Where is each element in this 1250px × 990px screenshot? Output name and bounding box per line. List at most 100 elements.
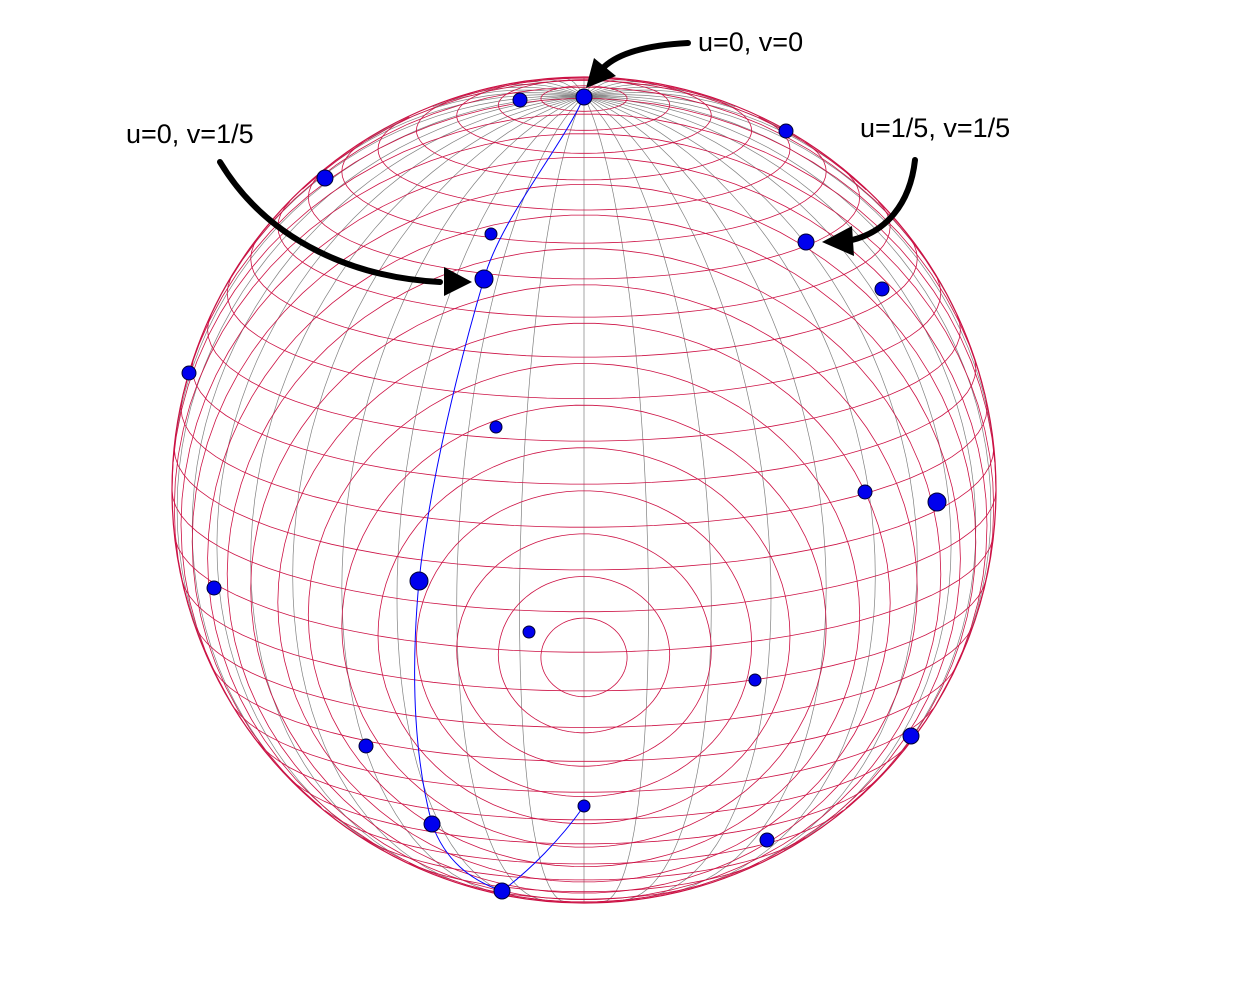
meridian-line	[216, 96, 585, 851]
meridian-line	[583, 96, 827, 894]
latitude-line	[289, 778, 879, 845]
latitude-line	[804, 142, 827, 172]
meridian-line	[519, 96, 585, 902]
latitude-line	[497, 79, 671, 131]
arrow-right	[849, 157, 918, 243]
latitude-line	[377, 116, 791, 211]
latitude-line	[341, 404, 827, 848]
meridian-line	[583, 81, 642, 97]
meridian-line	[191, 96, 585, 796]
sample-point	[206, 580, 222, 596]
latitude-line	[497, 576, 671, 734]
sample-point	[474, 269, 494, 289]
latitude-line	[250, 284, 918, 894]
meridian-line	[583, 94, 862, 186]
arrow-top	[601, 40, 691, 70]
meridian-line	[583, 96, 772, 899]
meridian-line	[250, 96, 585, 874]
latitude-line	[277, 322, 891, 883]
latitude-line	[695, 93, 752, 131]
sample-points	[181, 88, 947, 900]
latitude-line	[415, 93, 752, 181]
sample-point	[181, 365, 197, 381]
latitude-line	[191, 184, 977, 808]
sample-point	[316, 169, 334, 187]
latitude-line	[467, 77, 701, 96]
meridian-line	[583, 96, 977, 796]
latitude-line	[377, 447, 791, 825]
arrow-left-head	[444, 267, 472, 296]
arrow-left	[217, 159, 443, 285]
latitude-line	[540, 617, 628, 698]
latitude-line	[180, 399, 988, 528]
latitude-line	[207, 214, 961, 903]
sample-point	[493, 882, 511, 900]
sample-point	[797, 233, 815, 251]
latitude-line	[257, 741, 911, 821]
sample-point	[358, 738, 374, 754]
sample-point	[423, 815, 441, 833]
sample-point	[759, 832, 775, 848]
latitude-line	[324, 810, 844, 865]
sample-point	[522, 625, 536, 639]
sample-point	[577, 799, 591, 813]
meridian-line	[583, 96, 649, 902]
latitude-line	[362, 837, 806, 881]
latitude-line	[171, 489, 997, 613]
meridian-line	[583, 96, 918, 874]
meridian-line	[432, 89, 585, 108]
meridian-grid	[171, 78, 997, 902]
latitude-line	[341, 142, 827, 244]
sphere-outline	[171, 76, 997, 904]
latitude-line	[226, 248, 942, 900]
annotation-right-label: u=1/5, v=1/5	[860, 113, 1011, 143]
sample-point	[748, 673, 762, 687]
sample-point	[902, 727, 920, 745]
sample-point	[409, 571, 429, 591]
sample-point	[857, 484, 873, 500]
meridian-line	[583, 96, 712, 901]
latitude-line	[226, 278, 942, 400]
latitude-line	[415, 490, 753, 797]
sample-point	[575, 88, 593, 106]
arrow-top-head	[586, 58, 616, 88]
meridian-line	[456, 96, 585, 901]
latitude-line	[171, 113, 997, 491]
sample-point	[778, 123, 794, 139]
sample-point	[489, 420, 503, 434]
latitude-line	[277, 201, 891, 318]
sample-point	[874, 281, 890, 297]
latitude-line	[307, 363, 861, 868]
meridian-line	[583, 96, 952, 851]
latitude-line	[456, 533, 712, 767]
meridian-line	[306, 94, 585, 186]
meridian-line	[396, 96, 585, 899]
sample-point	[484, 227, 498, 241]
arrow-right-head	[822, 226, 854, 256]
meridian-line	[526, 81, 585, 97]
annotation-top-label: u=0, v=0	[698, 27, 804, 57]
latitude-line	[181, 579, 987, 692]
latitude-line	[409, 862, 759, 893]
latitude-line	[936, 278, 942, 294]
sample-point	[927, 492, 947, 512]
latitude-line	[195, 627, 973, 728]
meridian-line	[583, 96, 997, 511]
latitude-line	[173, 133, 995, 612]
meridian-line	[292, 96, 585, 885]
latitude-line	[250, 237, 918, 358]
latitude-line	[210, 665, 958, 762]
latitude-line	[174, 539, 994, 653]
latitude-line	[191, 360, 977, 485]
meridian-line	[341, 96, 585, 894]
annotation-left-label: u=0, v=1/5	[126, 119, 254, 149]
meridian-line	[583, 89, 736, 108]
meridian-line	[583, 96, 992, 704]
sample-point	[512, 92, 528, 108]
latitude-line	[180, 156, 988, 698]
meridian-line	[171, 96, 585, 511]
latitude-grid	[171, 77, 997, 903]
annotation-arrows	[217, 40, 918, 296]
